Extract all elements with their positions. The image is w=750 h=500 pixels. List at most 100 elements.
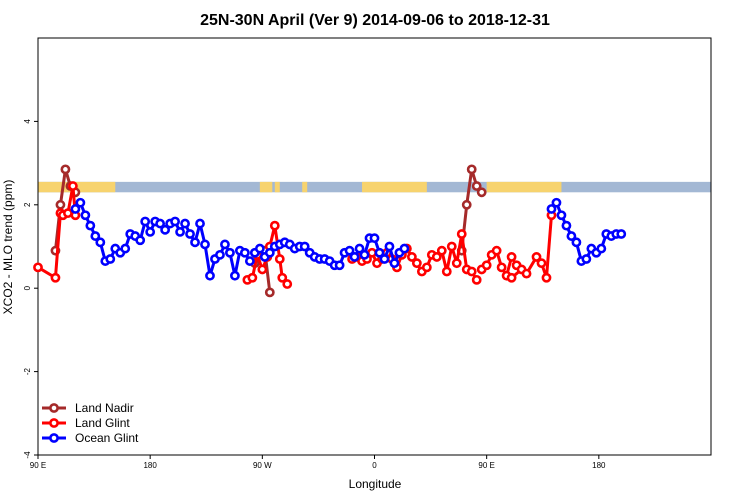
data-point [359,249,370,260]
data-point [200,239,210,250]
data-point [367,247,377,258]
data-point [506,252,517,262]
data-point [481,260,492,271]
series-2 [70,197,627,281]
data-point [446,241,457,252]
data-point [264,287,275,298]
strip-land-2 [274,181,280,193]
strip-land-3 [302,181,308,193]
data-point [466,266,477,277]
data-point [257,264,268,275]
x-tick-label: 180 [592,461,606,470]
data-point [616,229,627,239]
data-point [369,233,380,244]
data-point [155,218,166,229]
data-point [50,272,61,283]
data-point [205,270,215,281]
x-tick-label: 90 E [478,461,494,470]
data-point [379,254,390,264]
data-point [264,247,275,258]
data-point [180,218,190,229]
data-point [541,272,552,283]
data-point [247,272,258,283]
data-point [354,243,365,254]
data-point [536,258,547,269]
data-point [145,227,156,237]
data-point [220,239,230,250]
data-point [546,204,557,214]
data-point [556,210,567,221]
x-axis: 90 E 180 90 W 0 90 E 180 [30,455,606,470]
data-point [254,243,265,254]
data-point [399,243,410,254]
data-point [506,272,517,283]
series-line [460,168,483,251]
data-point [85,220,96,231]
data-point [55,199,66,210]
legend-marker [49,418,59,428]
data-point [70,204,81,214]
data-point [406,252,417,262]
strip-land-4 [362,181,427,193]
legend-label: Ocean Glint [75,431,139,445]
x-tick-label: 90 W [253,461,272,470]
data-point [63,208,73,219]
x-axis-label: Longitude [349,477,402,491]
legend-label: Land Nadir [75,401,134,415]
data-point [441,266,452,277]
data-point [466,164,477,175]
strip-land-5 [486,181,562,193]
y-axis: -4 -2 0 2 4 [23,119,38,459]
data-point [566,231,577,241]
data-point [230,270,240,281]
data-point [431,252,442,262]
data-point [299,241,310,252]
data-point [135,235,146,246]
data-point [471,181,482,191]
data-point [496,262,507,273]
data-point [451,258,462,269]
legend-marker [49,433,59,443]
data-point [277,272,288,283]
data-point [334,260,345,271]
series-group [33,164,627,298]
data-point [105,254,116,264]
data-point [581,254,592,264]
data-point [596,243,607,254]
data-point [456,229,467,239]
data-point [551,197,562,208]
data-point [160,224,171,235]
data-point [244,256,255,266]
data-point [491,245,502,256]
data-point [274,254,285,264]
data-point [67,181,78,191]
data-point [90,231,101,241]
data-point [269,220,280,231]
strip-land-1 [259,181,273,193]
x-tick-label: 180 [143,461,157,470]
data-point [195,218,205,229]
data-point [190,237,200,248]
data-point [33,262,43,273]
series-1 [33,181,557,289]
data-point [461,199,472,210]
y-tick-label: 0 [23,285,32,290]
data-point [170,216,180,227]
data-point [215,249,225,260]
data-point [239,247,250,258]
data-point [421,262,432,273]
data-point [349,252,360,262]
data-point [282,279,293,289]
x-tick-label: 90 E [30,461,46,470]
data-point [531,252,542,262]
y-tick-label: -4 [23,451,32,459]
data-point [411,258,422,269]
data-point [374,247,385,258]
y-tick-label: 4 [23,119,32,124]
data-point [80,210,91,221]
data-point [476,187,487,198]
data-point [60,164,71,175]
data-point [225,247,235,258]
data-point [471,274,482,285]
